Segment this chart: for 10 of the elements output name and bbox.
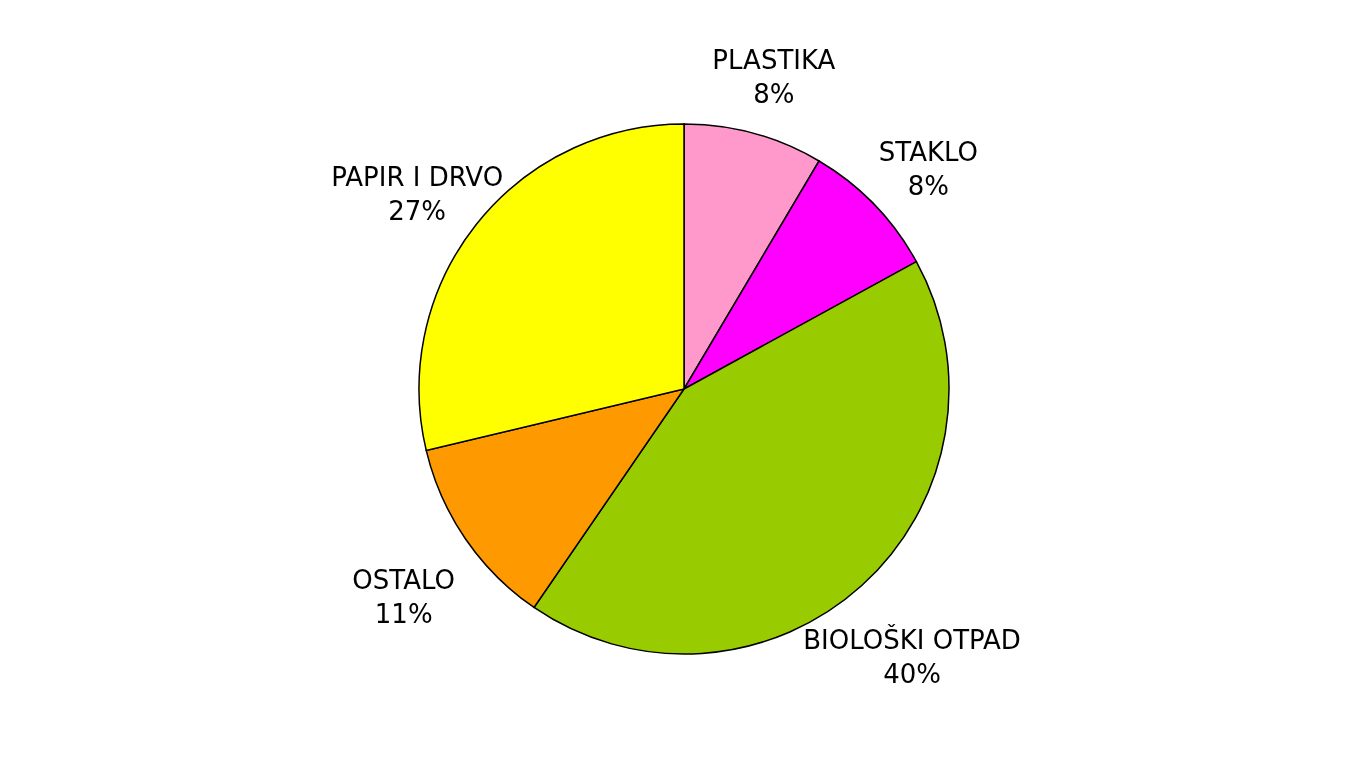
slice-label: PAPIR I DRVO bbox=[331, 162, 504, 193]
data-label: 11% bbox=[374, 599, 433, 630]
slice-label: BIOLOŠKI OTPAD bbox=[803, 624, 1021, 656]
data-label: 27% bbox=[388, 196, 447, 227]
slice-label: OSTALO bbox=[352, 565, 456, 596]
slice-label: PLASTIKA bbox=[712, 45, 836, 76]
slice-label: STAKLO bbox=[878, 136, 979, 167]
data-label: 8% bbox=[753, 79, 795, 110]
data-label: 8% bbox=[907, 170, 950, 201]
data-label: 40% bbox=[883, 659, 941, 690]
